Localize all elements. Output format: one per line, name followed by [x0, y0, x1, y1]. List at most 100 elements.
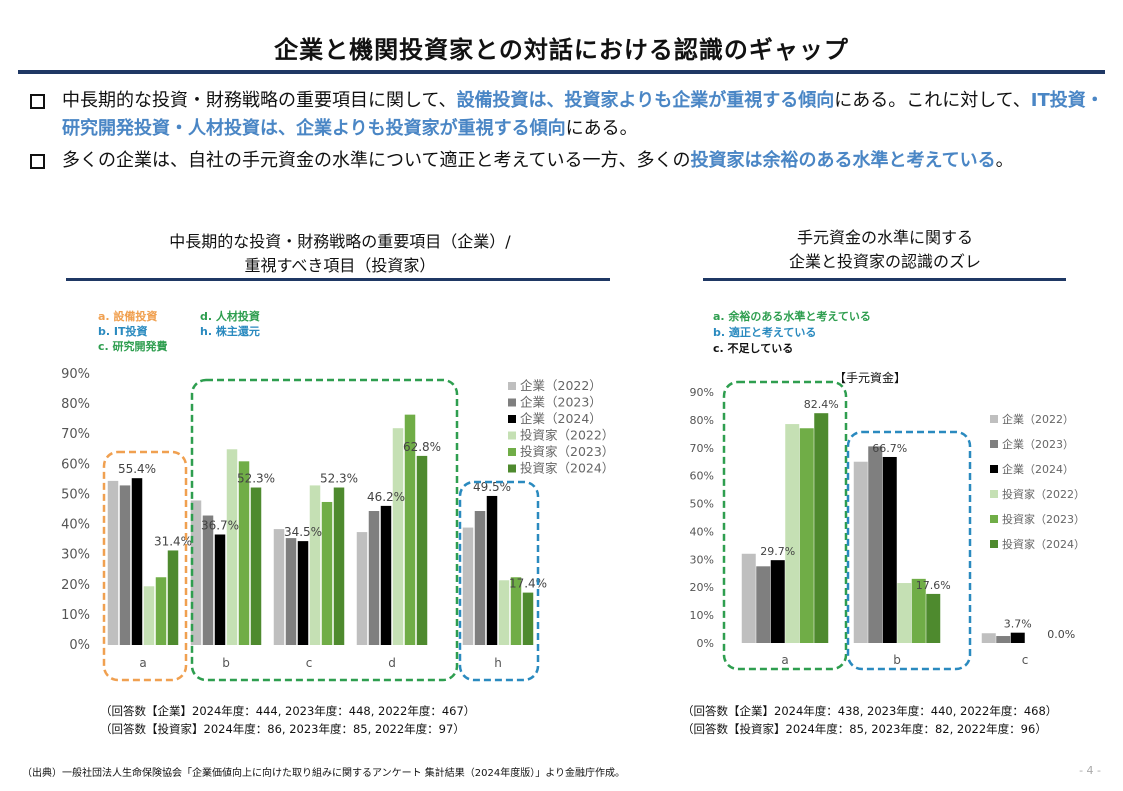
bar [119, 485, 131, 645]
right-chart-heading-line2: 企業と投資家の認識のズレ [788, 252, 981, 271]
highlight-frame [722, 380, 848, 671]
bar [107, 480, 119, 645]
legend-swatch [508, 415, 516, 423]
y-tick-label: 90% [690, 386, 714, 399]
checkbox-square-icon [30, 94, 45, 109]
data-label: 66.7% [872, 442, 907, 455]
legend-swatch [508, 448, 516, 456]
bar [226, 449, 238, 645]
legend-label: 企業（2022） [1002, 412, 1074, 426]
highlight-frame [102, 450, 188, 682]
legend-swatch [508, 382, 516, 390]
data-label: 17.4% [509, 577, 547, 591]
left-chart-heading-line1: 中長期的な投資・財務戦略の重要項目（企業）/ [169, 232, 511, 251]
y-tick-label: 60% [690, 470, 714, 483]
bar [911, 578, 926, 643]
category-legend-item: a. 設備投資 [98, 309, 157, 323]
bar [996, 636, 1011, 643]
category-label: h [494, 656, 502, 670]
data-label: 36.7% [201, 518, 239, 532]
bullet-1-part-1: 中長期的な投資・財務戦略の重要項目に関して、 [62, 90, 457, 111]
bar [799, 428, 814, 643]
category-label: d [388, 656, 396, 670]
source-note: （出典）一般社団法人生命保険協会「企業価値向上に向けた取り組みに関するアンケート… [22, 768, 626, 779]
bar [321, 501, 333, 645]
bullet-2-part-1: 多くの企業は、自社の手元資金の水準について適正と考えている一方、多くの [62, 150, 691, 171]
data-label: 52.3% [237, 472, 275, 486]
right-chart-heading-line1: 手元資金の水準に関する [796, 228, 973, 247]
legend-swatch [990, 490, 998, 498]
y-tick-label: 30% [690, 553, 714, 566]
bullet-2: 多くの企業は、自社の手元資金の水準について適正と考えている一方、多くの投資家は余… [28, 147, 1108, 175]
legend-swatch [508, 464, 516, 473]
category-legend-item: d. 人材投資 [200, 309, 260, 323]
legend-label: 企業（2022） [520, 378, 602, 393]
legend-label: 企業（2023） [1002, 437, 1074, 451]
legend-swatch [508, 431, 516, 440]
bar [297, 541, 309, 645]
left-footnote-line2: （回答数【投資家】2024年度：86, 2023年度：85, 2022年度：97… [100, 722, 465, 736]
data-label: 82.4% [804, 398, 839, 411]
data-label: 46.2% [367, 490, 405, 504]
data-label: 3.7% [1004, 618, 1032, 631]
legend-label: 投資家（2023） [520, 444, 614, 459]
title-rule [18, 70, 1105, 74]
legend-label: 企業（2023） [520, 395, 602, 410]
bar [285, 538, 297, 645]
right-footnote: （回答数【企業】2024年度：438, 2023年度：440, 2022年度：4… [682, 702, 1057, 738]
legend-swatch [990, 415, 998, 423]
bullet-1-part-3: にある。 [565, 118, 638, 139]
right-footnote-line2: （回答数【投資家】2024年度：85, 2023年度：82, 2022年度：96… [682, 722, 1047, 736]
page-title: 企業と機関投資家との対話における認識のギャップ [274, 36, 849, 64]
bar [498, 580, 510, 645]
category-label: b [222, 656, 230, 670]
left-footnote: （回答数【企業】2024年度：444, 2023年度：448, 2022年度：4… [100, 702, 475, 738]
legend-label: 投資家（2023） [1002, 512, 1085, 526]
category-legend-item: h. 株主還元 [200, 324, 260, 338]
bar [462, 527, 474, 645]
left-heading-rule [66, 278, 610, 281]
bullet-1-highlight-1: 設備投資は、投資家よりも企業が重視する傾向 [456, 90, 835, 111]
y-tick-label: 50% [690, 498, 714, 511]
data-label: 0.0% [1047, 628, 1075, 641]
category-label: c [306, 656, 313, 670]
bullet-2-highlight-1: 投資家は余裕のある水準と考えている [690, 150, 996, 171]
category-legend-item: a. 余裕のある水準と考えている [713, 309, 871, 323]
bullet-2-part-2: 。 [995, 150, 1014, 171]
highlight-frame [458, 480, 540, 682]
legend-label: 企業（2024） [1002, 462, 1074, 476]
bar [897, 583, 912, 643]
y-tick-label: 20% [690, 581, 714, 594]
category-label: c [1022, 653, 1029, 667]
bar [882, 456, 897, 643]
left-chart-heading-line2: 重視すべき項目（投資家） [244, 256, 436, 275]
bar [333, 487, 345, 645]
data-label: 49.5% [473, 480, 511, 494]
legend-swatch [990, 465, 998, 473]
left-chart-heading: 中長期的な投資・財務戦略の重要項目（企業）/ 重視すべき項目（投資家） [80, 230, 600, 278]
category-legend-item: b. 適正と考えている [713, 325, 816, 339]
bar [770, 560, 785, 643]
legend-swatch [990, 515, 998, 523]
category-legend-item: b. IT投資 [98, 324, 147, 338]
bar [238, 461, 250, 645]
bar [368, 511, 380, 645]
bullet-list: 中長期的な投資・財務戦略の重要項目に関して、設備投資は、投資家よりも企業が重視す… [28, 87, 1108, 179]
bar [309, 485, 321, 645]
legend-label: 投資家（2024） [1002, 537, 1085, 551]
highlight-frame [190, 378, 459, 682]
bar [250, 487, 262, 645]
y-tick-label: 40% [690, 525, 714, 538]
y-tick-label: 70% [690, 442, 714, 455]
category-legend-item: c. 研究開発費 [98, 339, 168, 353]
bar [155, 577, 167, 645]
bar [190, 500, 202, 645]
bar [522, 592, 534, 645]
bullet-1: 中長期的な投資・財務戦略の重要項目に関して、設備投資は、投資家よりも企業が重視す… [28, 87, 1108, 143]
y-tick-label: 80% [61, 397, 90, 412]
left-footnote-line1: （回答数【企業】2024年度：444, 2023年度：448, 2022年度：4… [100, 704, 476, 718]
right-footnote-line1: （回答数【企業】2024年度：438, 2023年度：440, 2022年度：4… [682, 704, 1058, 718]
legend-swatch [990, 440, 998, 448]
bar [510, 577, 522, 645]
bar [404, 414, 416, 645]
